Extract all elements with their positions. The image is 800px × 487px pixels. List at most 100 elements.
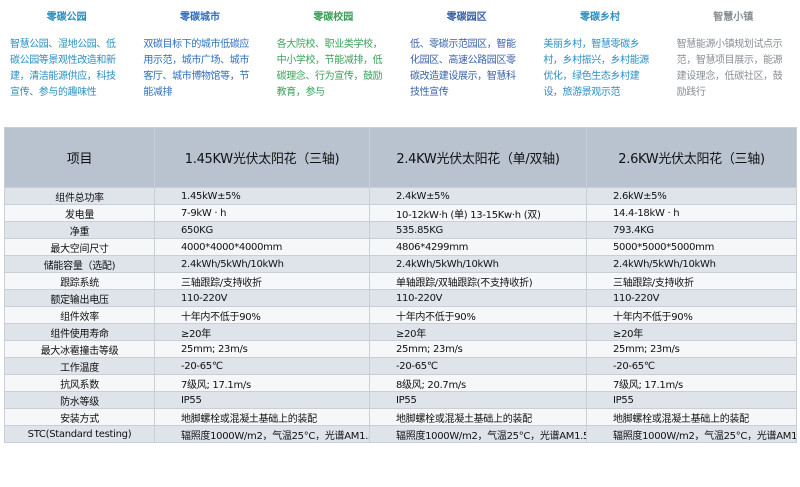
- header-model-2-6kw: 2.6KW光伏太阳花（三轴): [586, 127, 797, 188]
- scenario-title: 零碳校园: [313, 12, 354, 23]
- table-row: 安装方式 地脚螺栓或混凝土基础上的装配 地脚螺栓或混凝土基础上的装配 地脚螺栓或混凝土…: [4, 408, 797, 426]
- scenario-zero-carbon-campus: 零碳校园 各大院校、职业类学校，中小学校，节能减排，低碳理念、行为宣传，鼓励教育…: [267, 0, 400, 117]
- spec-value-cell: 110-220V: [154, 289, 370, 307]
- spec-value-cell: 5000*5000*5000mm: [586, 238, 797, 256]
- scenario-title: 零碳园区: [446, 12, 487, 23]
- table-row: 抗风系数 7级风; 17.1m/s 8级风; 20.7m/s 7级风; 17.1m/s: [4, 374, 797, 392]
- spec-name-cell: STC(Standard testing): [4, 425, 155, 443]
- scenario-title: 零碳公园: [46, 12, 87, 23]
- spec-value-cell: 2.4kWh/5kWh/10kWh: [154, 255, 370, 273]
- spec-value-cell: -20-65℃: [154, 357, 370, 375]
- spec-name-cell: 跟踪系统: [4, 272, 155, 290]
- table-row: 额定输出电压 110-220V 110-220V 110-220V: [4, 289, 797, 307]
- spec-name-cell: 最大空间尺寸: [4, 238, 155, 256]
- spec-value-cell: 4000*4000*4000mm: [154, 238, 370, 256]
- scenario-description: 双碳目标下的城市低碳应用示范，城市广场、城市客厅、城市博物馆等，节能减排: [143, 39, 249, 98]
- spec-value-cell: -20-65℃: [586, 357, 797, 375]
- spec-value-cell: 25mm; 23m/s: [586, 340, 797, 358]
- table-row: 发电量 7-9kW · h 10-12kW·h (单) 13-15Kw·h (双) 1…: [4, 204, 797, 222]
- scenario-zero-carbon-park: 零碳公园 智慧公园、湿地公园、低碳公园等景观性改造和新建，清洁能源供应，科技宣传…: [0, 0, 133, 117]
- spec-value-cell: 25mm; 23m/s: [154, 340, 370, 358]
- spec-value-cell: 三轴跟踪/支持收折: [154, 272, 370, 290]
- scenario-title: 零碳乡村: [579, 12, 620, 23]
- table-row: 组件效率 十年内不低于90% 十年内不低于90% 十年内不低于90%: [4, 306, 797, 324]
- spec-value-cell: 793.4KG: [586, 221, 797, 239]
- scenario-strip: 零碳公园 智慧公园、湿地公园、低碳公园等景观性改造和新建，清洁能源供应，科技宣传…: [0, 0, 800, 117]
- spec-value-cell: ≥20年: [586, 323, 797, 341]
- spec-name-cell: 安装方式: [4, 408, 155, 426]
- table-row: 跟踪系统 三轴跟踪/支持收折 单轴跟踪/双轴跟踪(不支持收折) 三轴跟踪/支持收折: [4, 272, 797, 290]
- spec-value-cell: 2.4kWh/5kWh/10kWh: [369, 255, 587, 273]
- scenario-description: 智慧公园、湿地公园、低碳公园等景观性改造和新建，清洁能源供应，科技宣传、参与的趣…: [10, 39, 116, 98]
- spec-value-cell: 辐照度1000W/m2，气温25°C，光谱AM1.5: [586, 425, 797, 443]
- header-model-2-4kw: 2.4KW光伏太阳花（单/双轴): [369, 127, 587, 188]
- spec-name-cell: 发电量: [4, 204, 155, 222]
- spec-name-cell: 最大冰雹撞击等级: [4, 340, 155, 358]
- spec-value-cell: 地脚螺栓或混凝土基础上的装配: [586, 408, 797, 426]
- spec-value-cell: 十年内不低于90%: [586, 306, 797, 324]
- table-row: STC(Standard testing) 辐照度1000W/m2，气温25°C，…: [4, 425, 797, 443]
- scenario-title: 零碳城市: [179, 12, 220, 23]
- spec-name-cell: 组件总功率: [4, 187, 155, 205]
- spec-name-cell: 防水等级: [4, 391, 155, 409]
- spec-name-cell: 组件效率: [4, 306, 155, 324]
- spec-value-cell: 2.6kW±5%: [586, 187, 797, 205]
- spec-value-cell: 535.85KG: [369, 221, 587, 239]
- spec-value-cell: 25mm; 23m/s: [369, 340, 587, 358]
- spec-name-cell: 额定输出电压: [4, 289, 155, 307]
- spec-value-cell: 650KG: [154, 221, 370, 239]
- spec-value-cell: 2.4kW±5%: [369, 187, 587, 205]
- spec-value-cell: 地脚螺栓或混凝土基础上的装配: [369, 408, 587, 426]
- table-body: 组件总功率 1.45kW±5% 2.4kW±5% 2.6kW±5% 发电量 7-9kW ·…: [4, 187, 797, 443]
- table-row: 工作温度 -20-65℃ -20-65℃ -20-65℃: [4, 357, 797, 375]
- spec-value-cell: 2.4kWh/5kWh/10kWh: [586, 255, 797, 273]
- spec-value-cell: 单轴跟踪/双轴跟踪(不支持收折): [369, 272, 587, 290]
- scenario-smart-town: 智慧小镇 智慧能源小镇规划试点示范，智慧项目展示，能源建设理念，低碳社区，鼓励践…: [667, 0, 800, 117]
- spec-value-cell: 10-12kW·h (单) 13-15Kw·h (双): [369, 204, 587, 222]
- spec-value-cell: 7级风; 17.1m/s: [154, 374, 370, 392]
- scenario-description: 智慧能源小镇规划试点示范，智慧项目展示，能源建设理念，低碳社区，鼓励践行: [676, 39, 783, 98]
- spec-value-cell: 8级风; 20.7m/s: [369, 374, 587, 392]
- table-row: 最大空间尺寸 4000*4000*4000mm 4806*4299mm 5000*50…: [4, 238, 797, 256]
- spec-value-cell: ≥20年: [369, 323, 587, 341]
- spec-value-cell: 7-9kW · h: [154, 204, 370, 222]
- spec-name-cell: 储能容量（选配): [4, 255, 155, 273]
- scenario-description: 美丽乡村，智慧零碳乡村，乡村振兴，乡村能源优化，绿色生态乡村建设，旅游景观示范: [543, 39, 649, 98]
- spec-value-cell: 三轴跟踪/支持收折: [586, 272, 797, 290]
- spec-value-cell: 辐照度1000W/m2，气温25°C，光谱AM1.5: [369, 425, 587, 443]
- scenario-title: 智慧小镇: [713, 12, 754, 23]
- table-row: 净重 650KG 535.85KG 793.4KG: [4, 221, 797, 239]
- scenario-description: 各大院校、职业类学校，中小学校，节能减排，低碳理念、行为宣传，鼓励教育，参与: [276, 39, 383, 98]
- scenario-zero-carbon-city: 零碳城市 双碳目标下的城市低碳应用示范，城市广场、城市客厅、城市博物馆等，节能减…: [133, 0, 266, 117]
- table-row: 储能容量（选配) 2.4kWh/5kWh/10kWh 2.4kWh/5kWh/10k…: [4, 255, 797, 273]
- spec-value-cell: 110-220V: [369, 289, 587, 307]
- table-row: 组件使用寿命 ≥20年 ≥20年 ≥20年: [4, 323, 797, 341]
- spec-value-cell: IP55: [154, 391, 370, 409]
- spec-name-cell: 组件使用寿命: [4, 323, 155, 341]
- spec-value-cell: 110-220V: [586, 289, 797, 307]
- table-header-row: 项目 1.45KW光伏太阳花（三轴) 2.4KW光伏太阳花（单/双轴) 2.6K…: [4, 127, 797, 188]
- spec-value-cell: 7级风; 17.1m/s: [586, 374, 797, 392]
- spec-name-cell: 工作温度: [4, 357, 155, 375]
- table-row: 防水等级 IP55 IP55 IP55: [4, 391, 797, 409]
- spec-value-cell: 4806*4299mm: [369, 238, 587, 256]
- header-model-1-45kw: 1.45KW光伏太阳花（三轴): [154, 127, 370, 188]
- spec-name-cell: 抗风系数: [4, 374, 155, 392]
- scenario-description: 低、零碳示范园区，智能化园区、高速公路园区零碳改造建设展示，智慧科技性宣传: [409, 39, 516, 98]
- scenario-zero-carbon-industrial-park: 零碳园区 低、零碳示范园区，智能化园区、高速公路园区零碳改造建设展示，智慧科技性…: [400, 0, 533, 117]
- spec-value-cell: 地脚螺栓或混凝土基础上的装配: [154, 408, 370, 426]
- spec-value-cell: ≥20年: [154, 323, 370, 341]
- header-item: 项目: [4, 127, 155, 188]
- table-row: 组件总功率 1.45kW±5% 2.4kW±5% 2.6kW±5%: [4, 187, 797, 205]
- spec-value-cell: 十年内不低于90%: [154, 306, 370, 324]
- scenario-zero-carbon-village: 零碳乡村 美丽乡村，智慧零碳乡村，乡村振兴，乡村能源优化，绿色生态乡村建设，旅游…: [533, 0, 666, 117]
- spec-value-cell: 1.45kW±5%: [154, 187, 370, 205]
- spec-table: 项目 1.45KW光伏太阳花（三轴) 2.4KW光伏太阳花（单/双轴) 2.6K…: [4, 127, 797, 443]
- spec-value-cell: IP55: [586, 391, 797, 409]
- table-row: 最大冰雹撞击等级 25mm; 23m/s 25mm; 23m/s 25mm; 23m/…: [4, 340, 797, 358]
- spec-value-cell: 十年内不低于90%: [369, 306, 587, 324]
- spec-value-cell: IP55: [369, 391, 587, 409]
- spec-value-cell: 辐照度1000W/m2，气温25°C，光谱AM1.5: [154, 425, 370, 443]
- spec-value-cell: 14.4-18kW · h: [586, 204, 797, 222]
- spec-value-cell: -20-65℃: [369, 357, 587, 375]
